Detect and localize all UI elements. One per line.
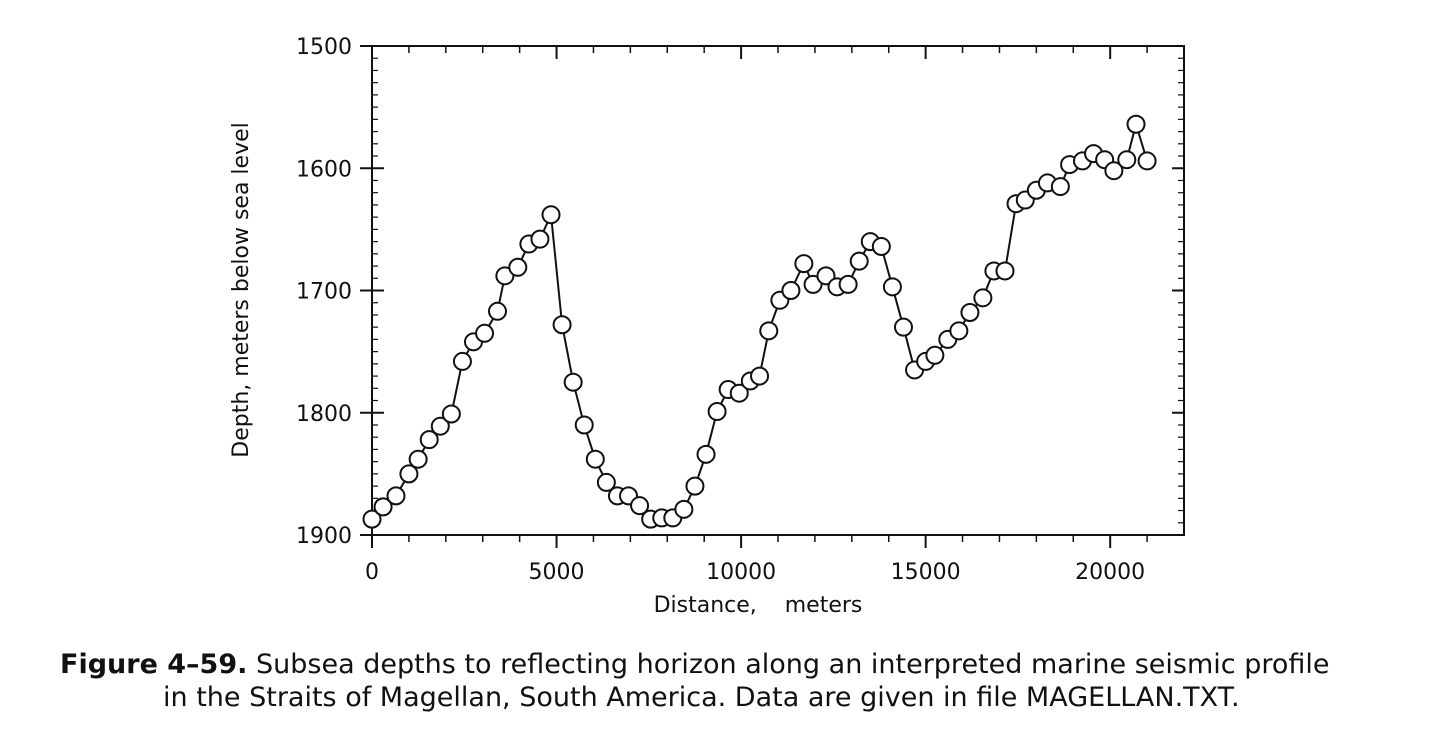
- y-tick-label: 1900: [296, 524, 352, 549]
- data-point: [362, 509, 382, 529]
- data-point: [563, 372, 583, 392]
- data-point: [373, 497, 393, 517]
- data-point: [452, 351, 472, 371]
- x-tick-labels: 0 5000 10000 15000 20000: [365, 560, 1145, 585]
- data-point: [1117, 150, 1137, 170]
- data-point: [1137, 151, 1157, 171]
- data-point: [596, 472, 616, 492]
- data-point: [441, 404, 461, 424]
- data-point: [960, 303, 980, 323]
- x-tick-label: 20000: [1075, 560, 1145, 585]
- data-point: [893, 317, 913, 337]
- data-point: [508, 257, 528, 277]
- data-point: [430, 416, 450, 436]
- data-point: [685, 476, 705, 496]
- y-tick-label: 1500: [296, 35, 352, 60]
- data-point: [630, 496, 650, 516]
- x-tick-label: 5000: [529, 560, 585, 585]
- plot-frame: [371, 45, 1185, 536]
- data-point: [759, 321, 779, 341]
- data-point: [574, 415, 594, 435]
- data-point: [530, 229, 550, 249]
- data-point: [803, 274, 823, 294]
- minor-ticks: [372, 46, 1184, 542]
- x-tick-label: 15000: [891, 560, 961, 585]
- data-point: [419, 430, 439, 450]
- data-point: [408, 449, 428, 469]
- data-point: [925, 345, 945, 365]
- data-point: [729, 383, 749, 403]
- data-point: [707, 402, 727, 422]
- depth-series: [362, 114, 1157, 529]
- data-point: [838, 274, 858, 294]
- data-point: [750, 366, 770, 386]
- data-point: [781, 281, 801, 300]
- data-point: [585, 449, 605, 469]
- data-point: [674, 499, 694, 519]
- data-point: [696, 444, 716, 464]
- data-point: [973, 288, 993, 308]
- data-point: [882, 277, 902, 297]
- data-point: [541, 205, 561, 225]
- data-point: [1050, 177, 1070, 197]
- data-point: [552, 315, 572, 335]
- x-tick-label: 10000: [706, 560, 776, 585]
- data-point: [1126, 114, 1146, 134]
- data-point: [849, 251, 869, 271]
- depth-profile-chart: 0 5000 10000 15000 20000 1500 1600 1700 1800 190…: [229, 35, 1185, 618]
- data-point: [871, 236, 891, 256]
- caption-line-1: Subsea depths to reflecting horizon alon…: [256, 649, 1330, 680]
- x-tick-label: 0: [365, 560, 379, 585]
- y-tick-label: 1600: [296, 157, 352, 182]
- y-tick-labels: 1500 1600 1700 1800 1900: [296, 35, 352, 549]
- figure-caption: Figure 4–59. Subsea depths to reflecting…: [60, 648, 1420, 714]
- figure-number: Figure 4–59.: [60, 649, 248, 680]
- data-point: [1104, 161, 1124, 181]
- x-axis-title: Distance, meters: [654, 593, 863, 618]
- caption-line-2: in the Straits of Magellan, South Americ…: [163, 682, 1240, 713]
- data-point: [495, 266, 515, 286]
- y-tick-label: 1700: [296, 280, 352, 305]
- data-point: [949, 321, 969, 341]
- y-tick-label: 1800: [296, 402, 352, 427]
- y-axis-title: Depth, meters below sea level: [229, 122, 254, 457]
- data-point: [794, 254, 814, 274]
- data-point: [475, 323, 495, 343]
- data-point: [399, 464, 419, 484]
- data-point: [995, 261, 1015, 281]
- data-point: [487, 301, 507, 321]
- data-point: [386, 486, 406, 506]
- major-ticks: [360, 45, 1184, 548]
- data-point: [816, 266, 836, 286]
